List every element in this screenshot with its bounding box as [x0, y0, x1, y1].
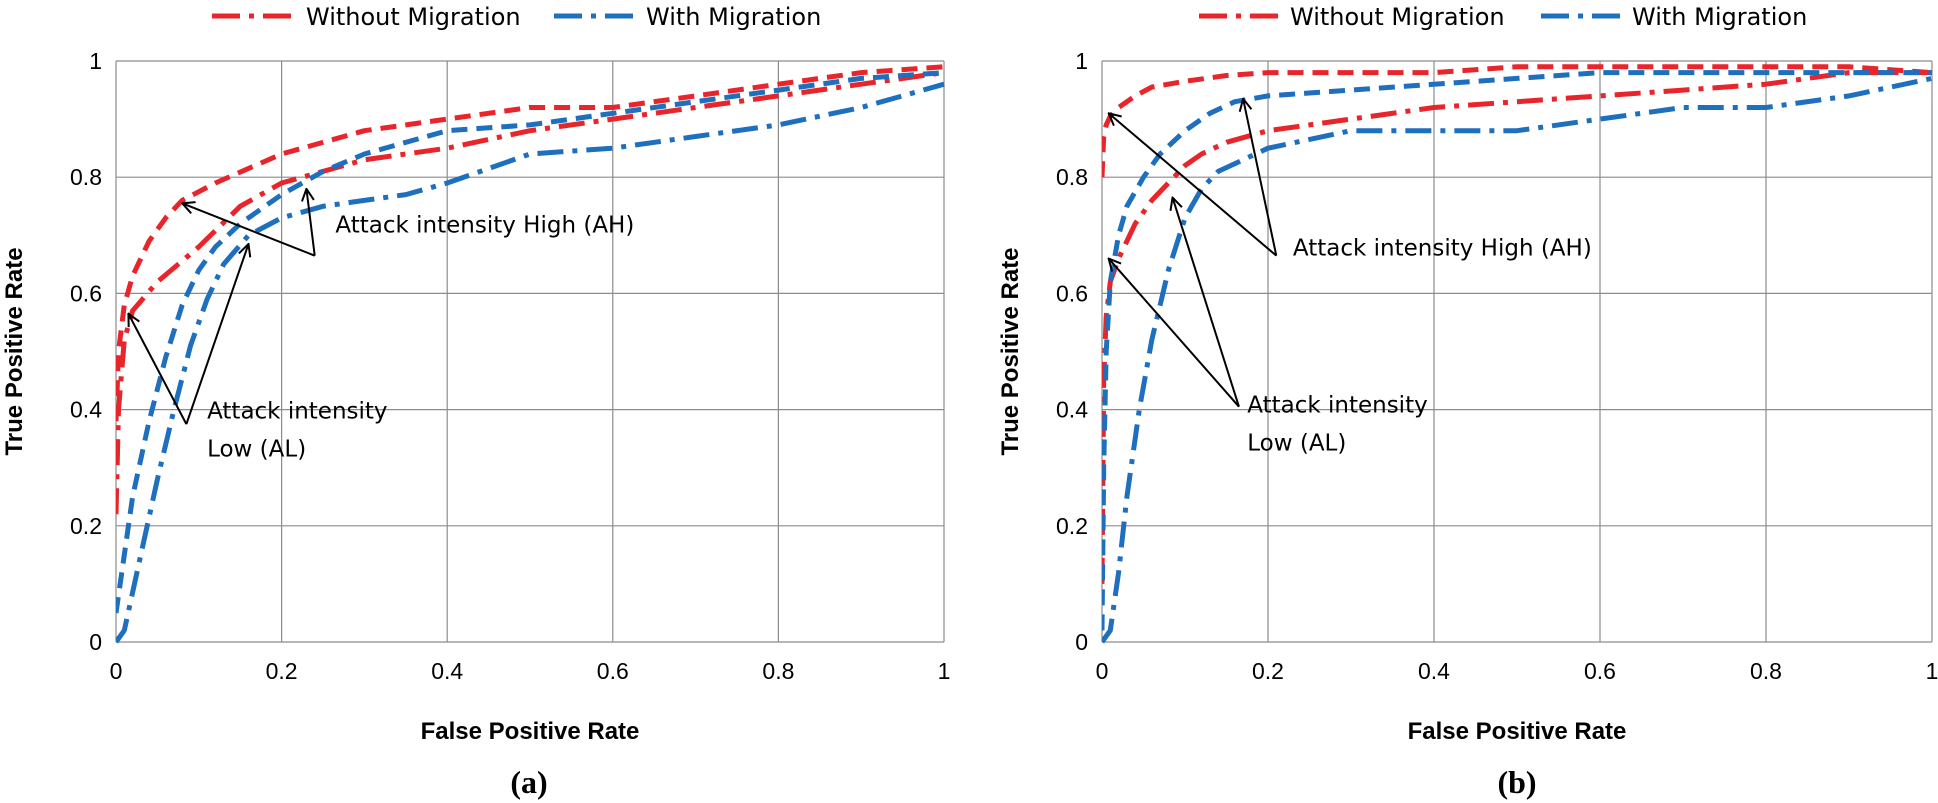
- legend-label-with-migration: With Migration: [646, 3, 821, 31]
- y-tick-label: 0.6: [1056, 280, 1088, 306]
- x-tick-label: 0: [1096, 658, 1109, 684]
- series-group: [1102, 64, 1933, 644]
- x-tick-label: 0.4: [431, 658, 463, 684]
- series-line-with-migration-ah: [1102, 70, 1932, 631]
- y-tick-label: 0.2: [1056, 513, 1088, 539]
- x-tick-label: 0.6: [597, 658, 629, 684]
- series-line-with-migration-al: [116, 81, 945, 644]
- annotation-arrow: [1109, 113, 1277, 257]
- legend-a: Without Migration With Migration: [212, 3, 821, 31]
- y-tick-label: 0: [1075, 629, 1088, 655]
- x-tick-label: 0.2: [266, 658, 298, 684]
- y-tick-label: 0.2: [70, 513, 102, 539]
- annotation-text: Attack intensity High (AH): [1293, 236, 1592, 262]
- roc-panel-a: 0 0.2 0.4 0.6 0.8 1 0 0.2 0.4 0.6 0.8 1 False Positi…: [1, 48, 950, 800]
- legend-label-without-migration: Without Migration: [1290, 3, 1505, 31]
- series-line-with-migration-al: [1102, 75, 1933, 644]
- y-axis-title: True Positive Rate: [1, 247, 28, 455]
- annotation-arrow: [182, 203, 316, 257]
- y-tick-label: 1: [89, 48, 102, 74]
- annotation-arrow: [1243, 99, 1278, 256]
- annotation-arrow: [1109, 259, 1240, 408]
- y-tick-label: 0.8: [1056, 164, 1088, 190]
- panel-caption: (b): [1497, 764, 1536, 800]
- y-tick-label: 0: [89, 629, 102, 655]
- x-tick-label: 0.4: [1418, 658, 1450, 684]
- annotation-arrow: [306, 189, 316, 256]
- legend-b: Without Migration With Migration: [1199, 3, 1807, 31]
- annotation-text-line2: Low (AL): [1247, 431, 1346, 457]
- y-tick-label: 0.4: [1056, 397, 1088, 423]
- legend-label-without-migration: Without Migration: [306, 3, 521, 31]
- annotation-text: Attack intensity: [207, 398, 387, 424]
- annotation-text: Attack intensity High (AH): [335, 212, 634, 238]
- roc-panel-b: 0 0.2 0.4 0.6 0.8 1 0 0.2 0.4 0.6 0.8 1 False Positi…: [997, 48, 1938, 800]
- panel-caption: (a): [510, 764, 547, 800]
- annotation-text: Attack intensity: [1247, 393, 1427, 419]
- annotation-text-line2: Low (AL): [207, 436, 306, 462]
- series-line-with-migration-ah: [116, 70, 945, 614]
- legend-label-with-migration: With Migration: [1632, 3, 1807, 31]
- x-tick-label: 0: [110, 658, 123, 684]
- series-group: [116, 64, 945, 644]
- annotation-arrow: [1173, 198, 1240, 407]
- x-tick-label: 0.6: [1584, 658, 1616, 684]
- x-axis-title: False Positive Rate: [1408, 718, 1627, 745]
- annotation-arrow: [185, 244, 248, 425]
- y-axis-title: True Positive Rate: [997, 247, 1024, 455]
- x-tick-label: 0.8: [762, 658, 794, 684]
- series-line-without-migration-ah: [1102, 64, 1933, 178]
- series-line-without-migration-al: [1102, 70, 1932, 584]
- y-tick-label: 0.6: [70, 280, 102, 306]
- series-line-without-migration-ah: [116, 64, 945, 422]
- x-tick-label: 1: [938, 658, 951, 684]
- x-tick-label: 0.8: [1750, 658, 1782, 684]
- x-axis-title: False Positive Rate: [421, 718, 640, 745]
- annotation-arrow: [128, 314, 188, 425]
- x-tick-label: 0.2: [1252, 658, 1284, 684]
- x-tick-label: 1: [1926, 658, 1938, 684]
- y-tick-label: 0.4: [70, 397, 102, 423]
- y-tick-label: 0.8: [70, 164, 102, 190]
- y-tick-label: 1: [1075, 48, 1088, 74]
